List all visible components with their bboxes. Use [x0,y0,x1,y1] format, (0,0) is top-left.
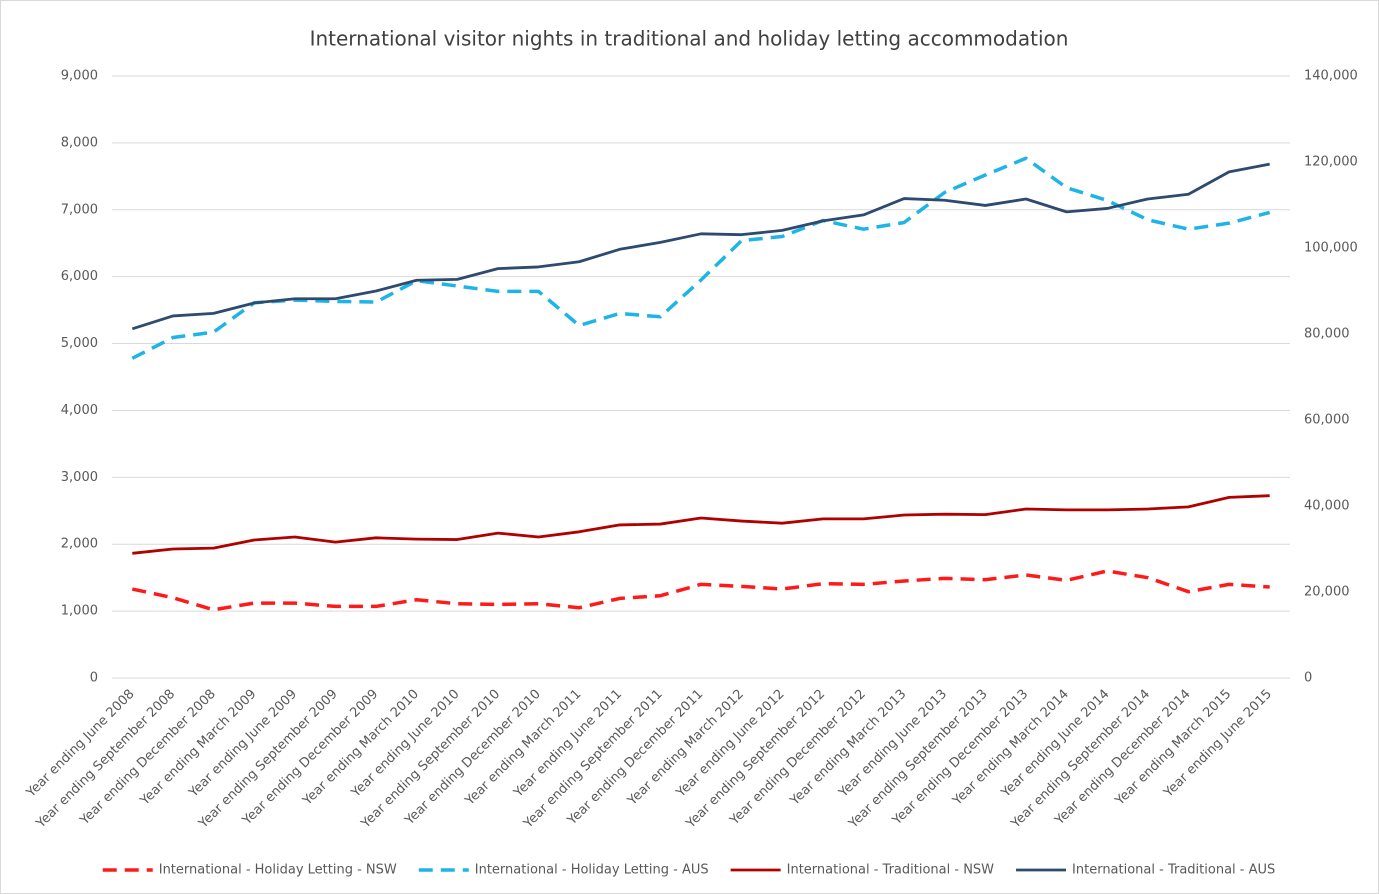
y-tick-label: 1,000 [61,604,98,619]
legend-label: International - Holiday Letting - NSW [159,863,397,878]
y-tick-label: 0 [90,671,98,686]
y-tick-label: 6,000 [61,269,98,284]
y2-tick-label: 0 [1304,671,1312,686]
series-line [131,569,1270,612]
y-tick-label: 7,000 [61,202,98,217]
legend-label: International - Traditional - AUS [1072,863,1275,878]
series-line [131,156,1271,360]
y2-tick-label: 80,000 [1304,327,1350,342]
y-tick-label: 8,000 [61,135,98,150]
y2-tick-label: 100,000 [1304,241,1358,256]
y2-tick-label: 60,000 [1304,413,1350,428]
y2-tick-label: 120,000 [1304,155,1358,170]
legend-item: International - Holiday Letting - NSW [102,863,397,878]
y2-tick-label: 20,000 [1304,585,1350,600]
legend-item: International - Traditional - NSW [730,863,995,878]
legend-item: International - Traditional - AUS [1016,863,1275,878]
chart-title: International visitor nights in traditio… [310,27,1069,51]
legend-label: International - Traditional - NSW [787,863,995,878]
series-line [131,162,1270,331]
legend-label: International - Holiday Letting - AUS [475,863,709,878]
y-tick-label: 5,000 [61,336,98,351]
legend-item: International - Holiday Letting - AUS [418,863,709,878]
y-tick-label: 2,000 [61,537,98,552]
y-tick-label: 3,000 [61,470,98,485]
y-tick-label: 4,000 [61,403,98,418]
y-tick-label: 9,000 [61,69,98,84]
legend: International - Holiday Letting - NSW Int… [102,863,1275,878]
series-line [132,494,1270,555]
y2-tick-label: 140,000 [1304,69,1358,84]
y2-tick-label: 40,000 [1304,499,1350,514]
